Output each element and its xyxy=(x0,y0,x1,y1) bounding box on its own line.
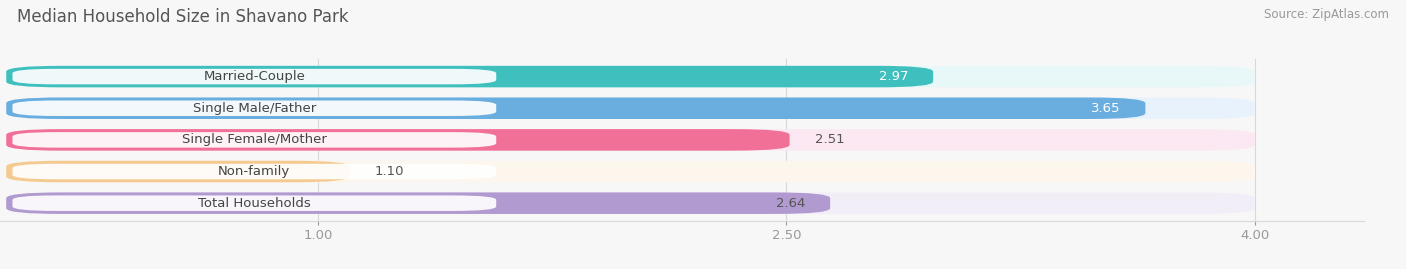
FancyBboxPatch shape xyxy=(6,66,1254,87)
FancyBboxPatch shape xyxy=(6,161,1254,182)
Text: 3.65: 3.65 xyxy=(1091,102,1121,115)
FancyBboxPatch shape xyxy=(6,129,790,151)
Text: Single Female/Mother: Single Female/Mother xyxy=(181,133,326,146)
FancyBboxPatch shape xyxy=(13,195,496,211)
Text: Total Households: Total Households xyxy=(198,197,311,210)
FancyBboxPatch shape xyxy=(6,97,1254,119)
Text: 1.10: 1.10 xyxy=(374,165,404,178)
FancyBboxPatch shape xyxy=(13,101,496,116)
Text: 2.51: 2.51 xyxy=(814,133,844,146)
FancyBboxPatch shape xyxy=(6,161,350,182)
Text: Non-family: Non-family xyxy=(218,165,291,178)
FancyBboxPatch shape xyxy=(6,97,1146,119)
Text: 2.97: 2.97 xyxy=(879,70,908,83)
Text: Source: ZipAtlas.com: Source: ZipAtlas.com xyxy=(1264,8,1389,21)
Text: Married-Couple: Married-Couple xyxy=(204,70,305,83)
FancyBboxPatch shape xyxy=(6,192,830,214)
Text: Median Household Size in Shavano Park: Median Household Size in Shavano Park xyxy=(17,8,349,26)
Text: Single Male/Father: Single Male/Father xyxy=(193,102,316,115)
FancyBboxPatch shape xyxy=(13,164,496,179)
FancyBboxPatch shape xyxy=(6,192,1254,214)
FancyBboxPatch shape xyxy=(13,69,496,84)
FancyBboxPatch shape xyxy=(13,132,496,148)
FancyBboxPatch shape xyxy=(6,129,1254,151)
FancyBboxPatch shape xyxy=(6,66,934,87)
Text: 2.64: 2.64 xyxy=(776,197,806,210)
